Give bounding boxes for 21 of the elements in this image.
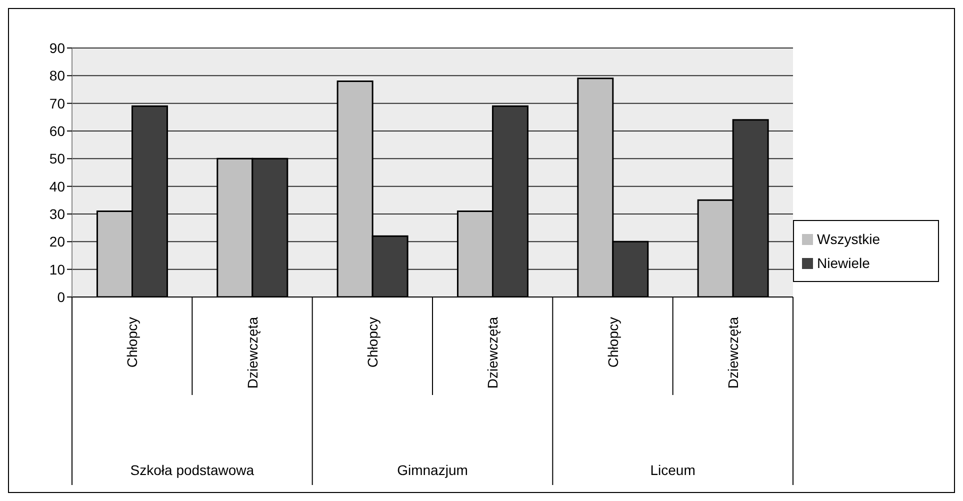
y-tick-label: 10: [49, 261, 66, 278]
y-tick-label: 40: [49, 178, 66, 194]
x-tick-label: Chłopcy: [604, 317, 621, 368]
x-tick-label: Dziewczęta: [244, 316, 260, 389]
x-tick-label: Chłopcy: [124, 317, 140, 368]
legend-label: Niewiele: [817, 254, 870, 270]
y-tick-label: 60: [49, 122, 66, 139]
y-tick-label: 90: [49, 40, 66, 56]
x-tick-label: Dziewczęta: [484, 316, 501, 389]
y-tick-label: 20: [49, 234, 66, 250]
x-tick-label: Chłopcy: [364, 317, 380, 368]
y-tick-label: 70: [49, 95, 66, 112]
y-tick-label: 50: [49, 150, 66, 167]
y-tick-label: 80: [49, 68, 66, 84]
y-tick-label: 0: [57, 288, 66, 305]
text: Szkoła podstawowa: [130, 462, 254, 478]
text: Gimnazjum: [397, 462, 468, 478]
legend-label: Wszystkie: [817, 230, 880, 246]
y-tick-label: 30: [49, 206, 66, 222]
text: Liceum: [650, 462, 696, 478]
x-tick-label: Dziewczęta: [724, 316, 741, 389]
